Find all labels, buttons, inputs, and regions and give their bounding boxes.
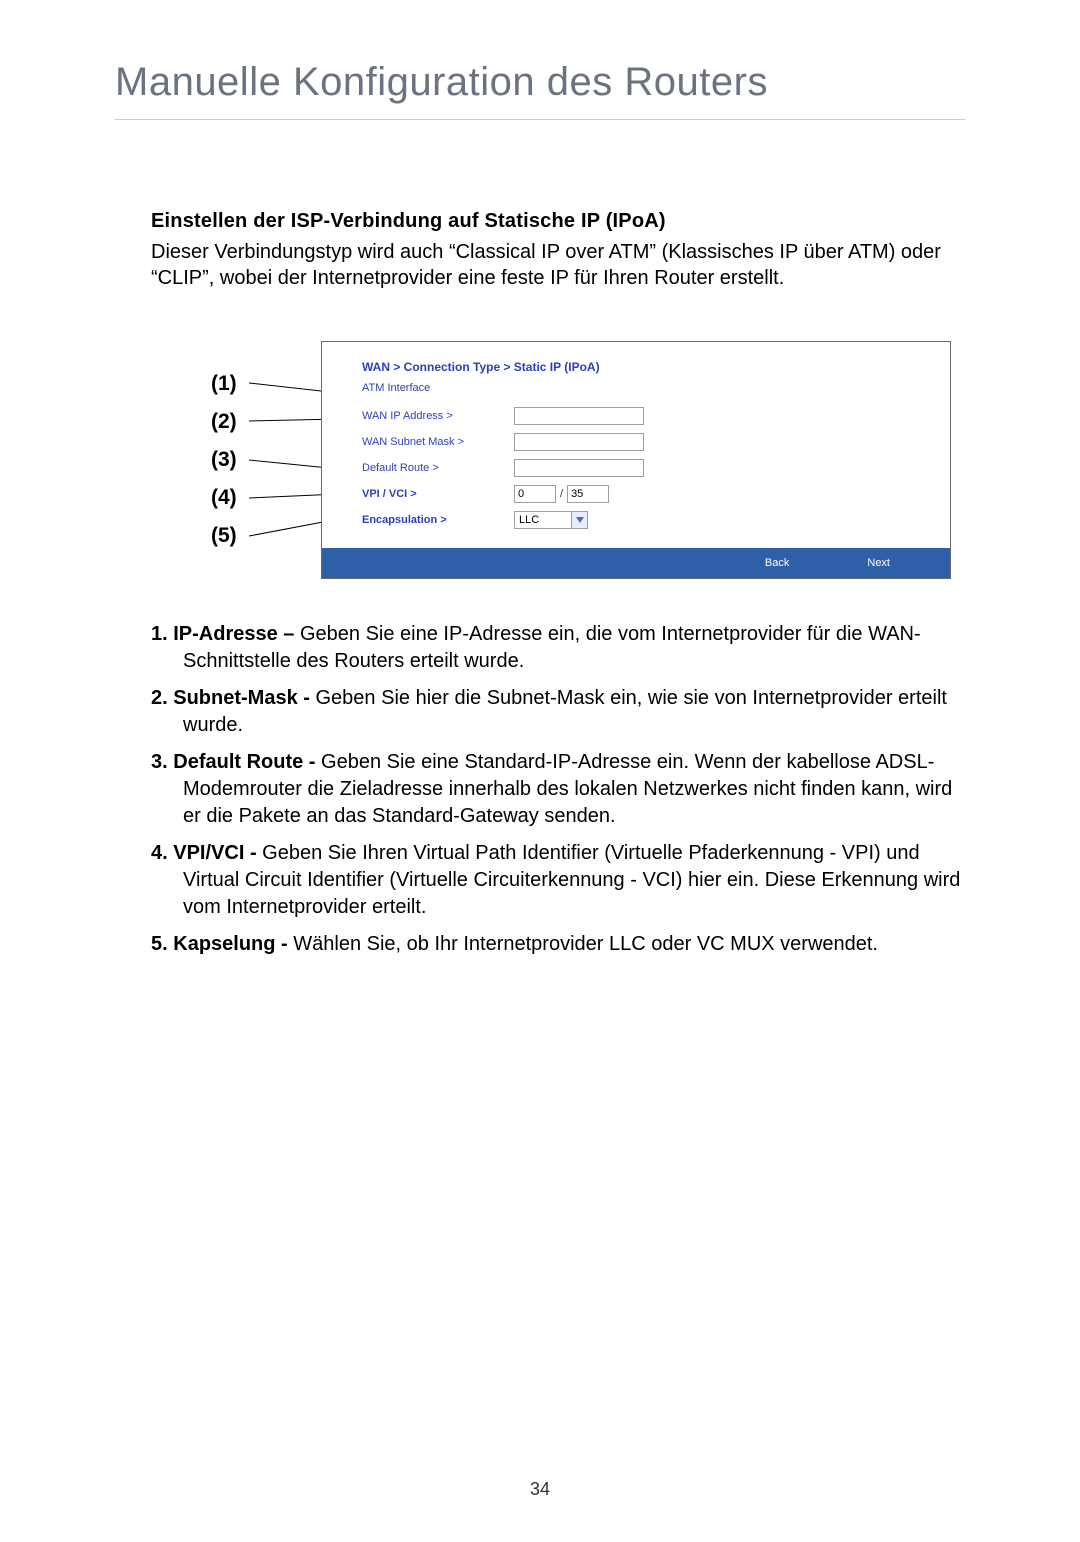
page-number: 34 bbox=[0, 1479, 1080, 1500]
button-bar: Back Next bbox=[322, 548, 950, 578]
title-rule bbox=[115, 119, 965, 120]
vci-input[interactable] bbox=[567, 485, 609, 503]
row-subnet: WAN Subnet Mask > bbox=[362, 430, 928, 454]
page-title: Manuelle Konfiguration des Routers bbox=[115, 60, 965, 105]
item-term: IP-Adresse – bbox=[173, 623, 300, 645]
list-item: 1. IP-Adresse – Geben Sie eine IP-Adress… bbox=[151, 621, 965, 675]
callout-1: (1) bbox=[211, 365, 269, 403]
item-term: Subnet-Mask - bbox=[173, 687, 315, 709]
router-panel: WAN > Connection Type > Static IP (IPoA)… bbox=[321, 341, 951, 579]
breadcrumb: WAN > Connection Type > Static IP (IPoA) bbox=[362, 360, 928, 374]
vpi-input[interactable] bbox=[514, 485, 556, 503]
item-term: Kapselung - bbox=[173, 933, 293, 955]
item-number: 4. bbox=[151, 842, 168, 864]
item-text: Geben Sie Ihren Virtual Path Identifier … bbox=[183, 842, 960, 918]
item-number: 5. bbox=[151, 933, 168, 955]
vpivci-slash: / bbox=[560, 488, 563, 500]
next-button[interactable]: Next bbox=[867, 557, 890, 569]
callout-3: (3) bbox=[211, 441, 269, 479]
back-button[interactable]: Back bbox=[765, 557, 789, 569]
item-term: VPI/VCI - bbox=[173, 842, 262, 864]
instruction-list: 1. IP-Adresse – Geben Sie eine IP-Adress… bbox=[151, 621, 965, 958]
row-vpivci: VPI / VCI > / bbox=[362, 482, 928, 506]
intro-text: Dieser Verbindungstyp wird auch “Classic… bbox=[151, 239, 965, 291]
item-number: 3. bbox=[151, 751, 168, 773]
item-number: 2. bbox=[151, 687, 168, 709]
item-text: Wählen Sie, ob Ihr Internetprovider LLC … bbox=[293, 933, 878, 955]
row-wan-ip: WAN IP Address > bbox=[362, 404, 928, 428]
item-number: 1. bbox=[151, 623, 168, 645]
list-item: 5. Kapselung - Wählen Sie, ob Ihr Intern… bbox=[151, 931, 965, 958]
wan-ip-input[interactable] bbox=[514, 407, 644, 425]
atm-interface-label: ATM Interface bbox=[362, 382, 928, 394]
list-item: 4. VPI/VCI - Geben Sie Ihren Virtual Pat… bbox=[151, 840, 965, 921]
wan-ip-label: WAN IP Address > bbox=[362, 410, 514, 422]
encapsulation-value: LLC bbox=[515, 514, 571, 526]
callout-4: (4) bbox=[211, 479, 269, 517]
list-item: 3. Default Route - Geben Sie eine Standa… bbox=[151, 749, 965, 830]
callout-5: (5) bbox=[211, 517, 269, 555]
subnet-label: WAN Subnet Mask > bbox=[362, 436, 514, 448]
vpivci-label: VPI / VCI > bbox=[362, 488, 514, 500]
encapsulation-select[interactable]: LLC bbox=[514, 511, 588, 529]
row-default-route: Default Route > bbox=[362, 456, 928, 480]
config-figure: (1) (2) (3) (4) (5) WAN > Connection Typ… bbox=[211, 341, 965, 581]
row-encapsulation: Encapsulation > LLC bbox=[362, 508, 928, 532]
encapsulation-label: Encapsulation > bbox=[362, 514, 514, 526]
default-route-input[interactable] bbox=[514, 459, 644, 477]
callout-2: (2) bbox=[211, 403, 269, 441]
figure-callouts: (1) (2) (3) (4) (5) bbox=[211, 365, 269, 555]
list-item: 2. Subnet-Mask - Geben Sie hier die Subn… bbox=[151, 685, 965, 739]
subnet-input[interactable] bbox=[514, 433, 644, 451]
chevron-down-icon bbox=[571, 512, 587, 528]
section-heading: Einstellen der ISP-Verbindung auf Statis… bbox=[151, 210, 965, 233]
item-term: Default Route - bbox=[173, 751, 321, 773]
default-route-label: Default Route > bbox=[362, 462, 514, 474]
